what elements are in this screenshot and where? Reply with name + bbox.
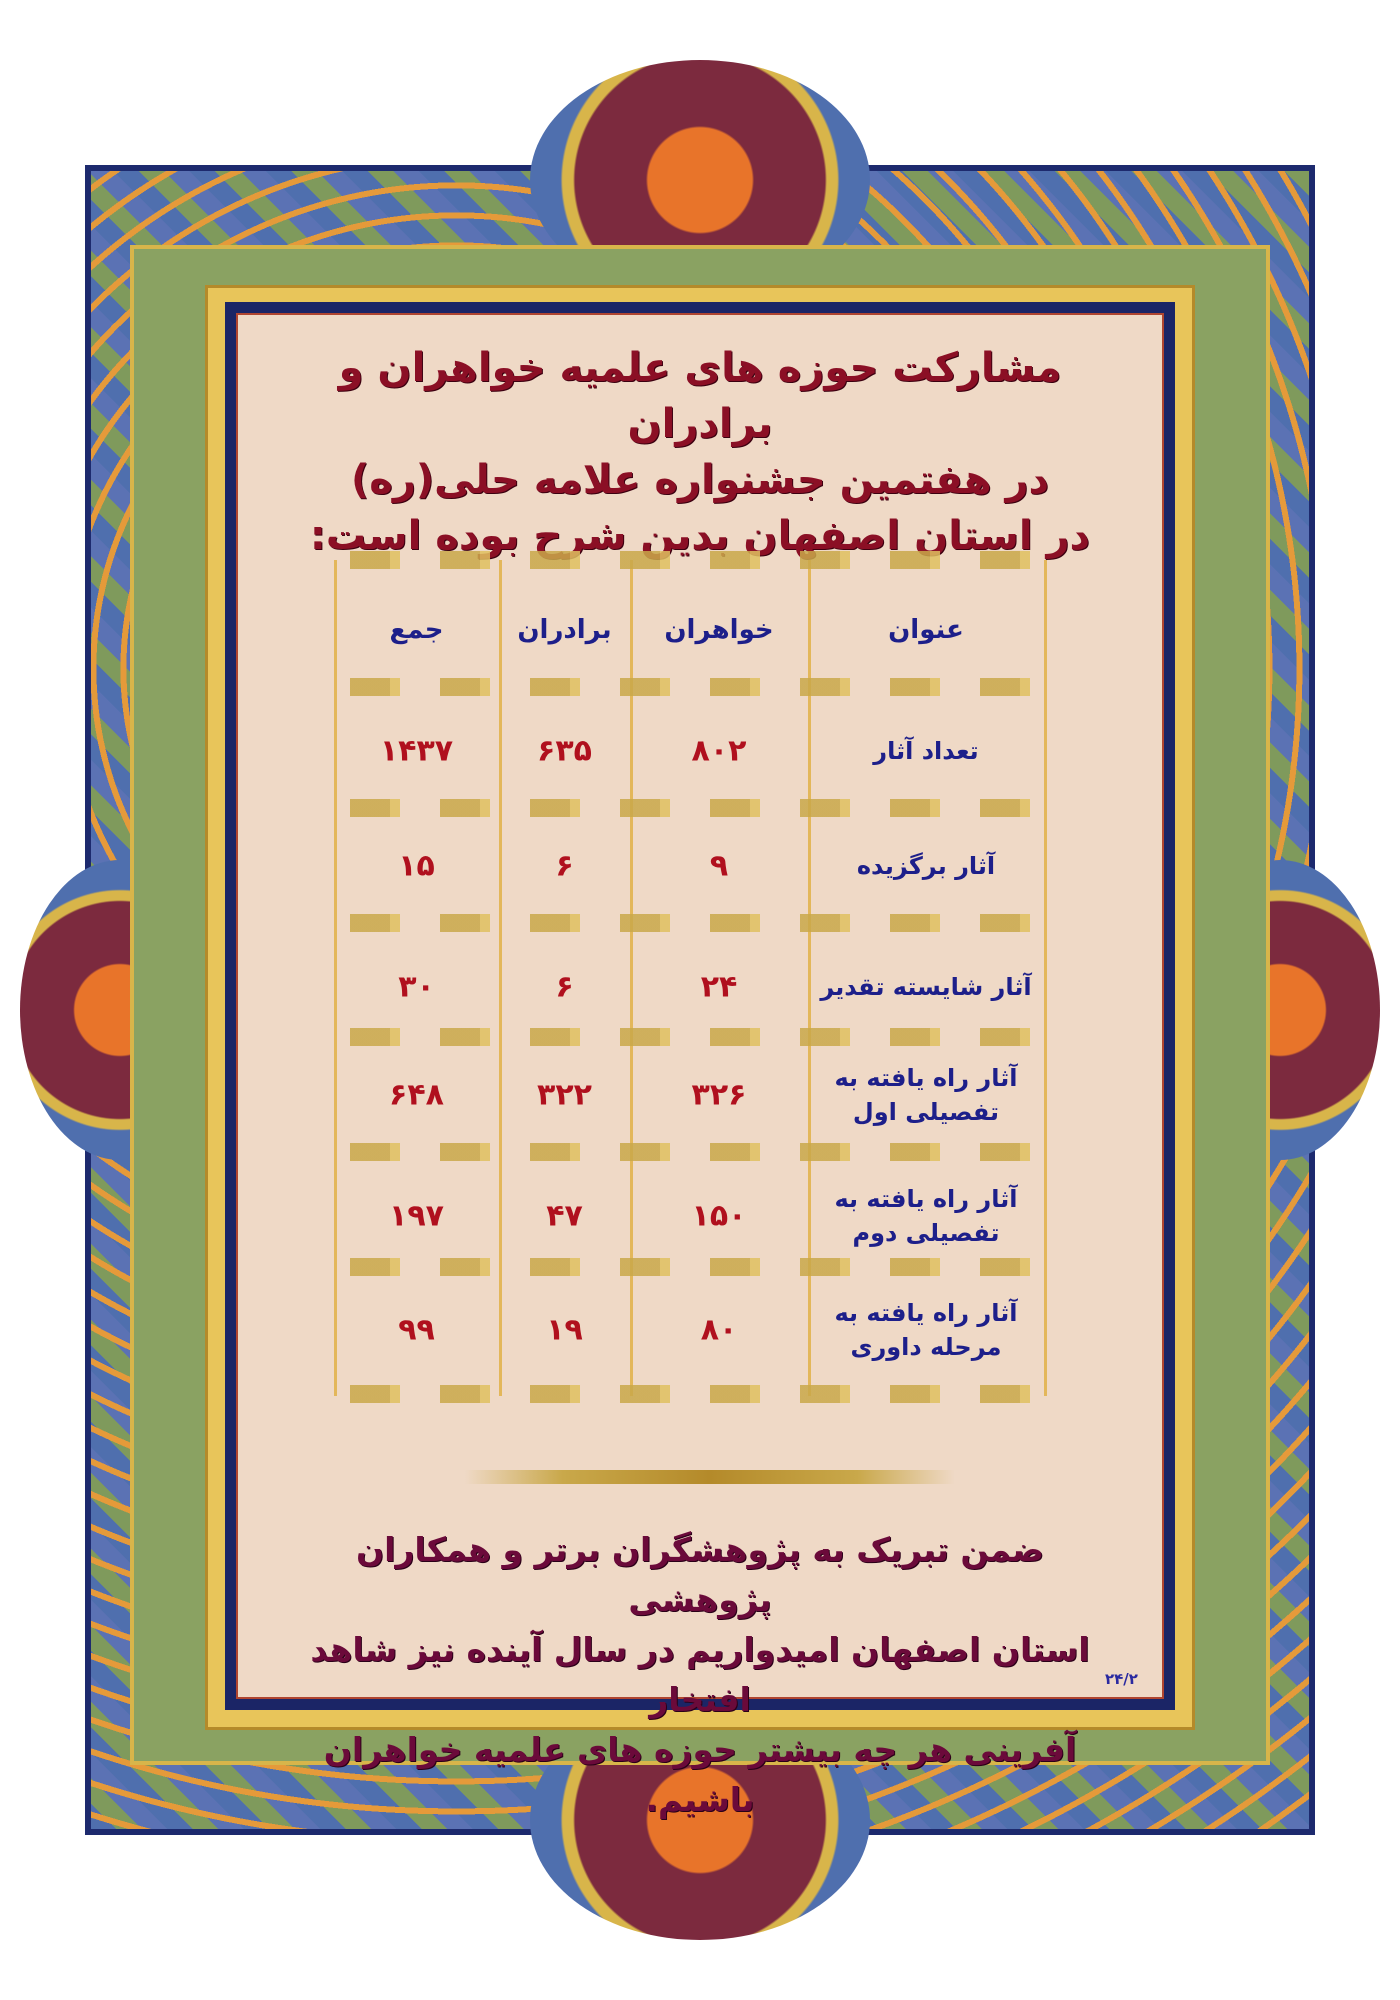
footer-line: استان اصفهان امیدواریم در سال آینده نیز … xyxy=(310,1630,1090,1719)
column-header: خواهران xyxy=(664,615,774,645)
footer-line: آفرینی هر چه بیشتر حوزه های علمیه خواهرا… xyxy=(323,1730,1077,1819)
footer-message: ضمن تبریک به پژوهشگران برتر و همکاران پژ… xyxy=(290,1525,1110,1825)
ornament-row-divider xyxy=(330,1143,1050,1161)
table-cell: ۶۳۵ xyxy=(537,733,592,769)
ornament-row-divider xyxy=(330,678,1050,696)
table-cell: ۸۰۲ xyxy=(691,733,747,769)
row-label: آثار شایسته تقدیر xyxy=(820,973,1032,1001)
row-label: آثار راه یافته به تفصیلی دوم xyxy=(834,1185,1018,1247)
table-cell: ۲۴ xyxy=(700,969,738,1005)
table-cell: ۱۹۷ xyxy=(389,1198,444,1234)
ornament-row-divider xyxy=(330,914,1050,932)
table-cell: ۱۴۳۷ xyxy=(379,733,454,769)
column-divider xyxy=(630,560,633,1396)
column-header: عنوان xyxy=(888,615,964,645)
footer-line: ضمن تبریک به پژوهشگران برتر و همکاران پژ… xyxy=(355,1530,1045,1619)
page-code: ۲۴/۲ xyxy=(1105,1670,1138,1688)
column-header: برادران xyxy=(517,615,612,645)
ornament-row-divider xyxy=(330,1028,1050,1046)
ornament-divider xyxy=(465,1470,955,1484)
table-cell: ۶۴۸ xyxy=(389,1077,444,1113)
column-divider xyxy=(808,560,811,1396)
parchment-panel xyxy=(236,313,1164,1699)
table-cell: ۶ xyxy=(555,848,574,884)
ornament-row-divider xyxy=(330,551,1050,569)
ornament-row-divider xyxy=(330,799,1050,817)
table-cell: ۳۲۲ xyxy=(537,1077,592,1113)
column-divider xyxy=(499,560,502,1396)
row-label: آثار راه یافته به تفصیلی اول xyxy=(834,1064,1018,1126)
table-cell: ۶ xyxy=(555,969,574,1005)
table-cell: ۱۹ xyxy=(546,1312,583,1348)
table-cell: ۴۷ xyxy=(546,1198,583,1234)
row-label: تعداد آثار xyxy=(873,737,979,765)
column-header: جمع xyxy=(389,615,444,645)
table-cell: ۱۵ xyxy=(398,848,435,884)
column-divider xyxy=(1044,560,1047,1396)
row-label: آثار برگزیده xyxy=(856,852,996,880)
table-cell: ۳۰ xyxy=(398,969,435,1005)
table-cell: ۸۰ xyxy=(700,1312,738,1348)
page-title: مشارکت حوزه های علمیه خواهران و برادران … xyxy=(260,340,1140,564)
ornament-row-divider xyxy=(330,1258,1050,1276)
table-cell: ۱۵۰ xyxy=(691,1198,747,1234)
title-line: در هفتمین جشنواره علامه حلی(ره) xyxy=(350,457,1050,503)
table-cell: ۹ xyxy=(709,848,729,884)
title-line: مشارکت حوزه های علمیه خواهران و برادران xyxy=(338,345,1062,447)
table-cell: ۳۲۶ xyxy=(691,1077,747,1113)
row-label: آثار راه یافته به مرحله داوری xyxy=(834,1299,1018,1361)
table-cell: ۹۹ xyxy=(398,1312,435,1348)
column-divider xyxy=(334,560,337,1396)
ornament-row-divider xyxy=(330,1385,1050,1403)
